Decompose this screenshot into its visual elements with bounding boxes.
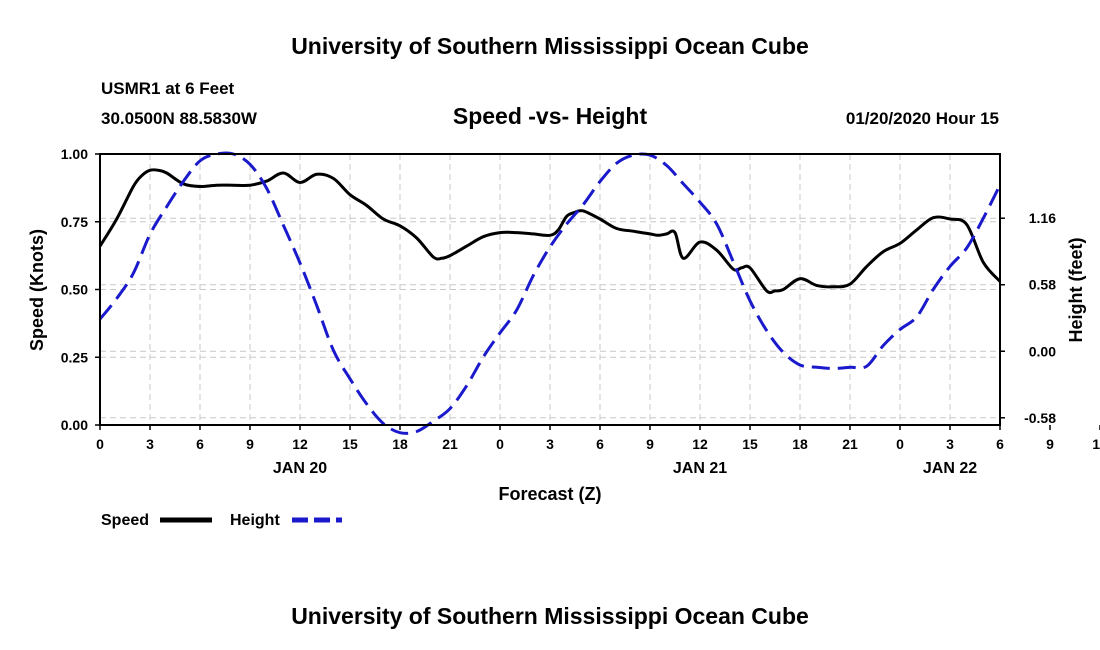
x-tick-label: 0: [96, 436, 104, 452]
date-label: JAN 21: [673, 460, 727, 477]
date-label: JAN 22: [923, 460, 977, 477]
datetime-label: 01/20/2020 Hour 15: [846, 109, 999, 128]
x-tick-label: 15: [742, 436, 758, 452]
x-tick-label: 9: [246, 436, 254, 452]
x-tick-label: 15: [342, 436, 358, 452]
date-label: JAN 20: [273, 460, 327, 477]
y-tick-label: 1.00: [61, 146, 88, 162]
y2-tick-label: 0.58: [1029, 277, 1056, 293]
station-label: USMR1 at 6 Feet: [101, 79, 235, 98]
x-tick-label: 0: [896, 436, 904, 452]
x-tick-label: 3: [546, 436, 554, 452]
x-tick-label: 0: [496, 436, 504, 452]
x-tick-label: 3: [946, 436, 954, 452]
x-axis-label: Forecast (Z): [498, 484, 601, 504]
x-tick-label: 9: [1046, 436, 1054, 452]
footer-title: University of Southern Mississippi Ocean…: [291, 603, 809, 629]
y2-tick-label: -0.58: [1024, 410, 1056, 426]
x-tick-label: 21: [442, 436, 458, 452]
y-tick-label: 0.25: [61, 349, 88, 365]
y2-tick-label: 1.16: [1029, 210, 1056, 226]
x-tick-label: 21: [842, 436, 858, 452]
y-tick-label: 0.00: [61, 417, 88, 433]
legend: Speed Height: [101, 512, 342, 529]
y2-tick-label: 0.00: [1029, 343, 1056, 359]
y-axis-label: Speed (Knots): [27, 229, 47, 351]
y2-axis-label: Height (feet): [1066, 238, 1086, 343]
ticks: [95, 153, 1100, 430]
chart-subtitle: Speed -vs- Height: [453, 103, 648, 129]
x-tick-label: 12: [1092, 436, 1100, 452]
legend-label-speed: Speed: [101, 512, 149, 529]
y-tick-label: 0.50: [61, 282, 88, 298]
x-tick-label: 6: [996, 436, 1004, 452]
x-tick-label: 9: [646, 436, 654, 452]
x-tick-label: 18: [792, 436, 808, 452]
x-tick-label: 6: [596, 436, 604, 452]
y-tick-label: 0.75: [61, 214, 88, 230]
series-line-height: [98, 151, 1002, 435]
tick-labels: 036912151821036912151821036912151821036J…: [61, 146, 1100, 477]
legend-label-height: Height: [230, 512, 280, 529]
grid: [100, 154, 1000, 425]
x-tick-label: 18: [392, 436, 408, 452]
series-group: [98, 151, 1002, 435]
x-tick-label: 3: [146, 436, 154, 452]
x-tick-label: 12: [692, 436, 708, 452]
series-line-speed: [98, 168, 1002, 295]
x-tick-label: 6: [196, 436, 204, 452]
header-title: University of Southern Mississippi Ocean…: [291, 33, 809, 59]
x-tick-label: 12: [292, 436, 308, 452]
location-label: 30.0500N 88.5830W: [101, 109, 258, 128]
